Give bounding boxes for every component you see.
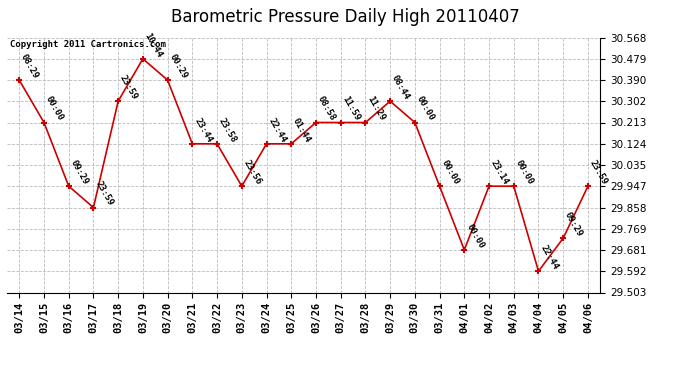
Text: 23:14: 23:14 [489,158,511,186]
Text: 22:44: 22:44 [538,243,560,271]
Text: 00:00: 00:00 [440,158,461,186]
Text: Copyright 2011 Cartronics.com: Copyright 2011 Cartronics.com [10,40,166,49]
Text: 23:59: 23:59 [118,74,139,101]
Text: 00:00: 00:00 [415,95,436,123]
Text: 00:00: 00:00 [514,158,535,186]
Text: 09:29: 09:29 [563,210,584,238]
Text: 00:00: 00:00 [464,222,486,250]
Text: 10:44: 10:44 [143,31,164,59]
Text: 08:29: 08:29 [19,53,41,80]
Text: 08:58: 08:58 [316,95,337,123]
Text: 23:44: 23:44 [193,116,214,144]
Text: Barometric Pressure Daily High 20110407: Barometric Pressure Daily High 20110407 [170,8,520,26]
Text: 09:29: 09:29 [69,158,90,186]
Text: 00:00: 00:00 [44,95,66,123]
Text: 11:59: 11:59 [341,95,362,123]
Text: 22:44: 22:44 [266,116,288,144]
Text: 00:29: 00:29 [168,53,189,80]
Text: 08:44: 08:44 [390,74,411,101]
Text: 11:29: 11:29 [366,95,386,123]
Text: 01:44: 01:44 [291,116,313,144]
Text: 23:59: 23:59 [93,180,115,207]
Text: 23:59: 23:59 [588,158,609,186]
Text: 23:56: 23:56 [241,158,263,186]
Text: 23:58: 23:58 [217,116,238,144]
